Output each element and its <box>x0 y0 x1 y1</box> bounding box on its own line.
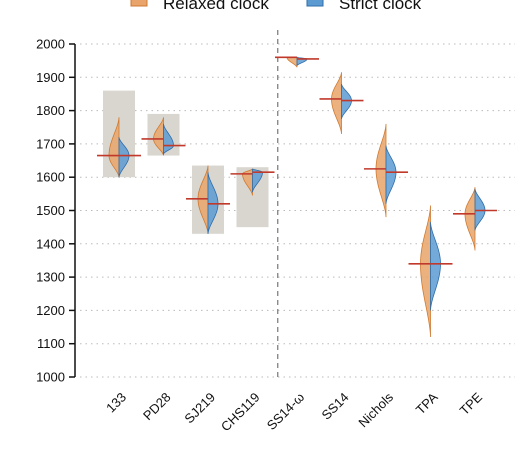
y-tick-label: 1100 <box>37 336 65 351</box>
y-tick-label: 1200 <box>36 303 65 318</box>
strict-legend-swatch <box>306 0 324 7</box>
relaxed-violin <box>153 117 164 156</box>
strict-violin <box>341 83 352 120</box>
y-tick-label: 1900 <box>36 70 65 85</box>
y-tick-label: 1400 <box>36 236 65 251</box>
strict-violin <box>385 145 397 204</box>
x-tick-label: CHS119 <box>218 390 263 435</box>
x-tick-label: TPE <box>457 389 486 418</box>
y-tick-label: 1600 <box>36 170 65 185</box>
y-tick-label: 1300 <box>36 270 65 285</box>
x-tick-label: SS14 <box>319 390 352 423</box>
legend-label: Strict clock <box>339 0 422 13</box>
x-tick-label: PD28 <box>140 390 174 424</box>
legend-label: Relaxed clock <box>163 0 269 13</box>
relaxed-violin <box>375 123 387 218</box>
x-tick-label: SS14-ω <box>264 390 307 433</box>
relaxed-violin <box>286 56 298 68</box>
relaxed-violin <box>331 72 342 134</box>
y-tick-label: 1800 <box>36 103 65 118</box>
relaxed-violin <box>420 205 431 338</box>
relaxed-legend-swatch <box>130 0 148 7</box>
strict-violin <box>207 172 219 234</box>
relaxed-violin <box>108 117 120 178</box>
strict-violin <box>430 222 441 311</box>
x-tick-label: TPA <box>413 389 441 417</box>
y-tick-label: 1000 <box>36 370 65 385</box>
y-tick-label: 1700 <box>36 136 65 151</box>
x-tick-label: Nichols <box>355 389 396 430</box>
relaxed-violin <box>464 187 476 251</box>
relaxed-violin <box>197 165 209 234</box>
strict-violin <box>163 123 174 156</box>
strict-violin <box>118 137 130 178</box>
relaxed-violin <box>242 168 253 196</box>
strict-violin <box>474 188 486 231</box>
x-tick-label: 133 <box>103 390 129 416</box>
y-tick-label: 2000 <box>36 37 65 52</box>
y-tick-label: 1500 <box>36 203 65 218</box>
x-tick-label: SJ219 <box>181 390 218 427</box>
